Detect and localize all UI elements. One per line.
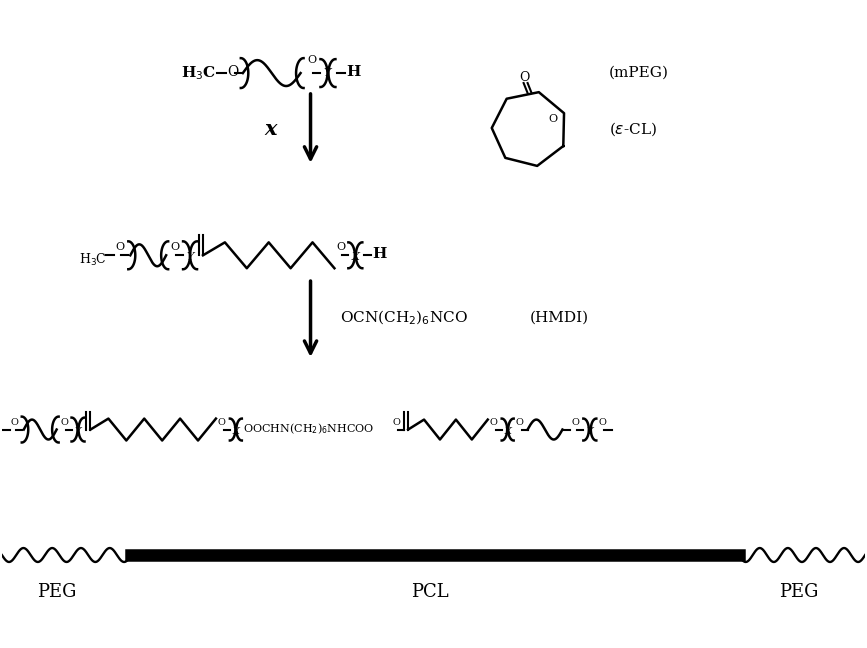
Text: O: O	[10, 418, 19, 427]
Text: O: O	[308, 55, 316, 65]
Text: Y: Y	[323, 68, 331, 78]
Text: O: O	[392, 418, 400, 427]
Text: O: O	[490, 418, 498, 427]
Text: x: x	[264, 119, 277, 139]
Text: X: X	[351, 252, 359, 262]
Text: O: O	[519, 71, 530, 84]
Text: O: O	[598, 418, 606, 427]
Text: (mPEG): (mPEG)	[610, 66, 669, 80]
Text: PEG: PEG	[37, 583, 76, 601]
Text: O: O	[549, 114, 557, 124]
Text: (HMDI): (HMDI)	[530, 311, 589, 325]
Text: O: O	[336, 242, 346, 252]
Text: H$_3$C: H$_3$C	[180, 64, 216, 82]
Text: H: H	[347, 65, 361, 79]
Text: O: O	[170, 242, 179, 252]
Text: ($\varepsilon$-CL): ($\varepsilon$-CL)	[610, 120, 657, 137]
Text: O: O	[571, 418, 579, 427]
Text: H$_3$C: H$_3$C	[79, 252, 107, 268]
Text: X: X	[233, 427, 240, 436]
Text: OOCHN(CH$_2$)$_6$NHCOO: OOCHN(CH$_2$)$_6$NHCOO	[243, 421, 375, 436]
Text: O: O	[227, 65, 238, 79]
Text: PEG: PEG	[779, 583, 818, 601]
Text: H: H	[372, 248, 387, 261]
Text: X: X	[505, 427, 512, 436]
Text: O: O	[61, 418, 68, 427]
Text: Y: Y	[186, 252, 193, 262]
Text: PCL: PCL	[411, 583, 449, 601]
Text: O: O	[115, 242, 125, 252]
Text: O: O	[218, 418, 225, 427]
Text: Y: Y	[75, 427, 81, 436]
Text: Y: Y	[586, 427, 593, 436]
Text: O: O	[516, 418, 524, 427]
Text: OCN(CH$_2$)$_6$NCO: OCN(CH$_2$)$_6$NCO	[341, 309, 468, 327]
